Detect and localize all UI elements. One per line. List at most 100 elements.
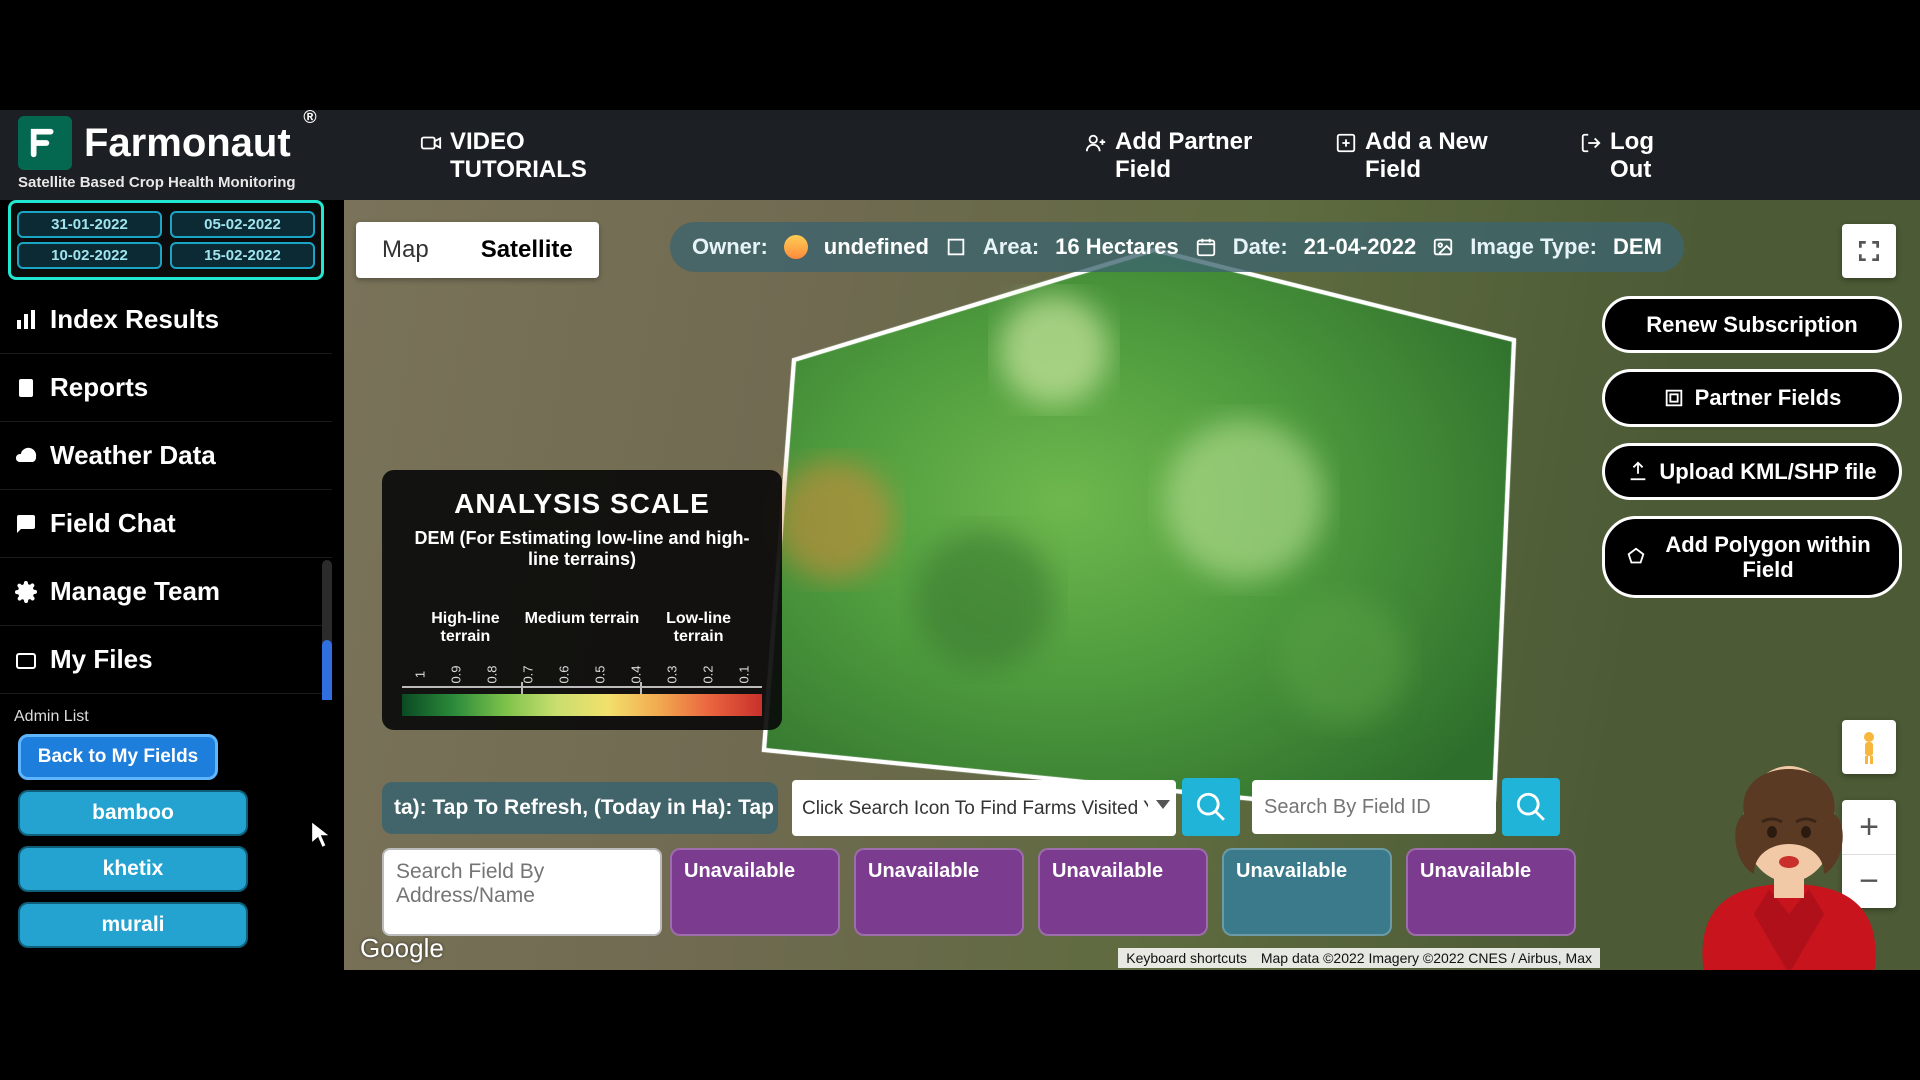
date-chip[interactable]: 31-01-2022 xyxy=(17,211,162,238)
sidebar-item-label: My Files xyxy=(50,644,153,675)
google-logo: Google xyxy=(360,933,444,964)
refresh-bar[interactable]: ta): Tap To Refresh, (Today in Ha): Tap xyxy=(382,782,778,834)
registered-icon: ® xyxy=(303,107,316,128)
date-value: 21-04-2022 xyxy=(1304,234,1417,260)
keyboard-shortcuts-link[interactable]: Keyboard shortcuts xyxy=(1126,950,1247,966)
field-polygon xyxy=(724,240,1554,840)
partner-fields-button[interactable]: Partner Fields xyxy=(1602,369,1902,426)
upload-icon xyxy=(1627,460,1649,482)
folder-icon xyxy=(14,648,38,672)
document-icon xyxy=(14,376,38,400)
area-value: 16 Hectares xyxy=(1055,234,1179,260)
search-farms-button[interactable] xyxy=(1182,778,1240,836)
top-nav: Farmonaut® Satellite Based Crop Health M… xyxy=(0,110,1920,200)
sidebar-item-label: Weather Data xyxy=(50,440,216,471)
sidebar-item-field-chat[interactable]: Field Chat xyxy=(0,490,332,558)
area-icon xyxy=(945,236,967,258)
map-data-text: Map data ©2022 Imagery ©2022 CNES / Airb… xyxy=(1261,950,1592,966)
analysis-scale-panel: ANALYSIS SCALE DEM (For Estimating low-l… xyxy=(382,470,782,730)
date-chip[interactable]: 15-02-2022 xyxy=(170,242,315,269)
gear-icon xyxy=(14,580,38,604)
brand-block: Farmonaut® Satellite Based Crop Health M… xyxy=(18,116,338,191)
bar-chart-icon xyxy=(14,308,38,332)
date-label: Date: xyxy=(1233,234,1288,260)
scale-label-high: High-line terrain xyxy=(408,610,523,646)
calendar-icon xyxy=(1195,236,1217,258)
farms-visited-select[interactable]: Click Search Icon To Find Farms Visited … xyxy=(792,780,1176,836)
nav-label: VIDEO TUTORIALS xyxy=(450,128,620,183)
owner-value: undefined xyxy=(824,234,929,260)
admin-user-button[interactable]: bamboo xyxy=(18,790,248,836)
sidebar-item-weather[interactable]: Weather Data xyxy=(0,422,332,490)
sidebar-item-manage-team[interactable]: Manage Team xyxy=(0,558,332,626)
search-icon xyxy=(1514,790,1548,824)
search-field-id-input[interactable] xyxy=(1252,780,1496,834)
field-info-bar: Owner: undefined Area: 16 Hectares Date:… xyxy=(670,222,1684,272)
field-tile-unavailable[interactable]: Unavailable xyxy=(670,848,840,936)
sidebar-item-label: Index Results xyxy=(50,304,219,335)
sidebar-item-reports[interactable]: Reports xyxy=(0,354,332,422)
field-tile-unavailable[interactable]: Unavailable xyxy=(1222,848,1392,936)
field-tile-unavailable[interactable]: Unavailable xyxy=(854,848,1024,936)
field-tile-row: Unavailable Unavailable Unavailable Unav… xyxy=(670,848,1576,936)
admin-user-button[interactable]: khetix xyxy=(18,846,248,892)
admin-list: Admin List Back to My Fields bamboo khet… xyxy=(0,700,332,970)
sidebar-item-label: Field Chat xyxy=(50,508,176,539)
date-chip[interactable]: 10-02-2022 xyxy=(17,242,162,269)
chevron-down-icon xyxy=(1156,800,1170,809)
owner-label: Owner: xyxy=(692,234,768,260)
nav-label: Add Partner Field xyxy=(1115,128,1285,183)
sidebar-item-index-results[interactable]: Index Results xyxy=(0,286,332,354)
area-label: Area: xyxy=(983,234,1039,260)
sidebar-item-label: Reports xyxy=(50,372,148,403)
map-action-pills: Renew Subscription Partner Fields Upload… xyxy=(1602,296,1902,598)
map-attribution: Keyboard shortcuts Map data ©2022 Imager… xyxy=(1118,948,1600,968)
sidebar: 31-01-2022 05-02-2022 10-02-2022 15-02-2… xyxy=(0,200,332,970)
brand-tagline: Satellite Based Crop Health Monitoring xyxy=(18,174,338,191)
map-type-toggle: Map Satellite xyxy=(356,222,599,278)
image-icon xyxy=(1432,236,1454,258)
search-field-id-button[interactable] xyxy=(1502,778,1560,836)
sidebar-item-label: Manage Team xyxy=(50,576,220,607)
scale-label-med: Medium terrain xyxy=(525,610,640,646)
cloud-icon xyxy=(14,444,38,468)
presenter-avatar xyxy=(1674,714,1904,970)
brand-name: Farmonaut® xyxy=(84,121,291,166)
map-type-map[interactable]: Map xyxy=(356,222,455,278)
grid-icon xyxy=(1663,387,1685,409)
scale-subtitle: DEM (For Estimating low-line and high-li… xyxy=(402,528,762,570)
sidebar-item-my-files[interactable]: My Files xyxy=(0,626,332,694)
fullscreen-button[interactable] xyxy=(1842,224,1896,278)
nav-log-out[interactable]: Log Out xyxy=(1580,128,1700,183)
admin-list-title: Admin List xyxy=(14,708,318,726)
add-polygon-button[interactable]: Add Polygon within Field xyxy=(1602,516,1902,599)
search-by-address-input[interactable] xyxy=(382,848,662,936)
nav-add-partner-field[interactable]: Add Partner Field xyxy=(1085,128,1285,183)
map-type-satellite[interactable]: Satellite xyxy=(455,222,599,278)
search-icon xyxy=(1194,790,1228,824)
date-chip[interactable]: 05-02-2022 xyxy=(170,211,315,238)
field-tile-unavailable[interactable]: Unavailable xyxy=(1406,848,1576,936)
map-canvas[interactable]: Map Satellite Owner: undefined Area: 16 … xyxy=(344,200,1920,970)
video-icon xyxy=(420,132,442,154)
fullscreen-icon xyxy=(1856,238,1882,264)
date-picker-panel: 31-01-2022 05-02-2022 10-02-2022 15-02-2… xyxy=(8,200,324,280)
polygon-icon xyxy=(1625,546,1647,568)
owner-avatar-icon xyxy=(784,235,808,259)
nav-label: Add a New Field xyxy=(1365,128,1515,183)
mouse-cursor-icon xyxy=(310,820,332,850)
back-to-my-fields-button[interactable]: Back to My Fields xyxy=(18,734,218,780)
nav-video-tutorials[interactable]: VIDEO TUTORIALS xyxy=(420,128,620,183)
admin-user-button[interactable]: murali xyxy=(18,902,248,948)
scale-label-low: Low-line terrain xyxy=(641,610,756,646)
upload-kml-button[interactable]: Upload KML/SHP file xyxy=(1602,443,1902,500)
plus-square-icon xyxy=(1335,132,1357,154)
renew-subscription-button[interactable]: Renew Subscription xyxy=(1602,296,1902,353)
nav-label: Log Out xyxy=(1610,128,1700,183)
brand-logo-icon xyxy=(18,116,72,170)
chat-icon xyxy=(14,512,38,536)
imagetype-label: Image Type: xyxy=(1470,234,1597,260)
nav-add-new-field[interactable]: Add a New Field xyxy=(1335,128,1515,183)
field-tile-unavailable[interactable]: Unavailable xyxy=(1038,848,1208,936)
scale-gradient xyxy=(402,694,762,716)
